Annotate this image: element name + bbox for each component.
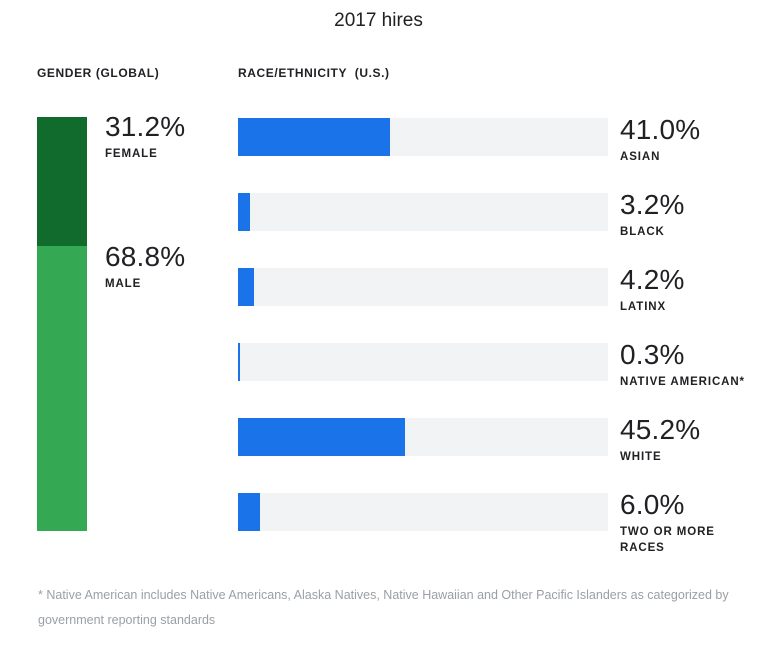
male-category-label: MALE xyxy=(105,278,142,291)
native-american-percentage: 0.3% xyxy=(620,339,685,370)
footnote: * Native American includes Native Americ… xyxy=(38,588,729,627)
race-bar-track-asian xyxy=(238,118,608,156)
race-label-group-white: 45.2% WHITE xyxy=(620,414,746,465)
female-category-label: FEMALE xyxy=(105,148,158,161)
gender-bar xyxy=(37,117,87,531)
race-section-header: RACE/ETHNICITY (U.S.) xyxy=(238,66,390,80)
latinx-category-label: LATINX xyxy=(620,301,667,314)
two-or-more-races-percentage: 6.0% xyxy=(620,489,685,520)
native-american-category-label: NATIVE AMERICAN* xyxy=(620,376,745,389)
race-bar-fill-black xyxy=(238,193,250,231)
male-label-group: 68.8% MALE xyxy=(105,241,185,292)
white-percentage: 45.2% xyxy=(620,414,701,445)
race-bar-track-latinx xyxy=(238,268,608,306)
race-row-latinx: 4.2% LATINX xyxy=(238,264,748,313)
race-bar-track-black xyxy=(238,193,608,231)
race-label-group-latinx: 4.2% LATINX xyxy=(620,264,746,315)
race-label-group-black: 3.2% BLACK xyxy=(620,189,746,240)
race-row-white: 45.2% WHITE xyxy=(238,414,748,463)
female-label-group: 31.2% FEMALE xyxy=(105,111,185,162)
gender-section: GENDER (GLOBAL) 31.2% FEMALE 68.8% MALE xyxy=(37,66,227,531)
race-row-native-american: 0.3% NATIVE AMERICAN* xyxy=(238,339,748,388)
white-category-label: WHITE xyxy=(620,451,662,464)
race-row-asian: 41.0% ASIAN xyxy=(238,114,748,163)
two-or-more-races-category-label: TWO OR MORE RACES xyxy=(620,526,715,555)
asian-category-label: ASIAN xyxy=(620,151,661,164)
race-bar-fill-two-or-more-races xyxy=(238,493,261,531)
black-percentage: 3.2% xyxy=(620,189,685,220)
female-percentage: 31.2% xyxy=(105,111,186,142)
race-row-two-or-more-races: 6.0% TWO OR MORE RACES xyxy=(238,489,748,554)
race-bar-fill-native-american xyxy=(238,343,240,381)
race-row-black: 3.2% BLACK xyxy=(238,189,748,238)
black-category-label: BLACK xyxy=(620,226,665,239)
gender-stacked-bar-chart: 31.2% FEMALE 68.8% MALE xyxy=(37,111,227,531)
race-ethnicity-section: RACE/ETHNICITY (U.S.) 41.0% ASIAN 3.2% B… xyxy=(238,66,748,568)
race-label-group-native-american: 0.3% NATIVE AMERICAN* xyxy=(620,339,746,390)
race-bar-fill-asian xyxy=(238,118,390,156)
race-bar-fill-white xyxy=(238,418,406,456)
gender-section-header: GENDER (GLOBAL) xyxy=(37,66,160,80)
gender-bar-segment-male xyxy=(37,246,87,531)
race-bar-track-native-american xyxy=(238,343,608,381)
latinx-percentage: 4.2% xyxy=(620,264,685,295)
asian-percentage: 41.0% xyxy=(620,114,701,145)
race-bar-chart: 41.0% ASIAN 3.2% BLACK 4.2% xyxy=(238,114,748,554)
male-percentage: 68.8% xyxy=(105,241,186,272)
page-title: 2017 hires xyxy=(334,10,423,31)
race-bar-track-white xyxy=(238,418,608,456)
race-label-group-two-or-more-races: 6.0% TWO OR MORE RACES xyxy=(620,489,746,556)
race-bar-track-two-or-more-races xyxy=(238,493,608,531)
race-label-group-asian: 41.0% ASIAN xyxy=(620,114,746,165)
gender-bar-segment-female xyxy=(37,117,87,247)
race-bar-fill-latinx xyxy=(238,268,254,306)
